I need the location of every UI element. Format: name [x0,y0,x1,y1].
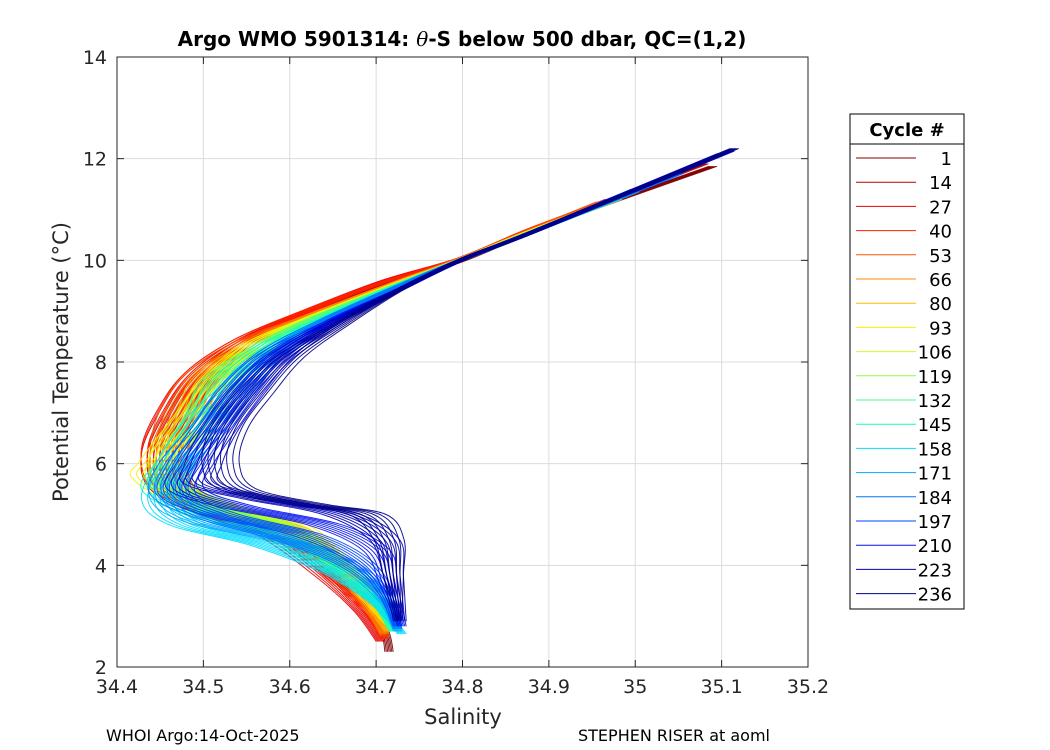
y-tick-label: 6 [95,454,107,476]
legend-entry-label: 158 [918,439,952,460]
profile-line [207,148,732,622]
axis-ticks: 34.4 34.5 34.6 34.7 34.8 34.9 35 35.1 35.2 2 4 6 8 10… [83,47,829,698]
legend-entry: 27 [856,197,952,218]
legend-entry-label: 14 [929,173,952,194]
legend-entry: 158 [856,439,952,460]
legend-entry: 210 [856,536,952,557]
x-tick-label: 34.4 [96,676,138,698]
y-axis-label: Potential Temperature (°C) [49,222,73,502]
legend-entry-label: 40 [929,222,952,243]
title-part-2: -S below 500 dbar, QC=(1,2) [428,27,746,51]
legend-entry-label: 210 [918,536,952,557]
legend-entry-label: 171 [918,464,952,485]
legend-entry-label: 93 [929,318,952,339]
x-tick-label: 35.2 [787,676,829,698]
legend-entry: 197 [856,512,952,533]
legend-entry: 40 [856,222,952,243]
legend-entry: 132 [856,391,952,412]
legend-entry: 14 [856,173,952,194]
footer-right: STEPHEN RISER at aoml [578,726,770,745]
series-cycle-236 [201,148,739,622]
x-tick-label: 34.7 [355,676,397,698]
legend-entry: 184 [856,488,952,509]
y-tick-label: 10 [83,250,107,272]
legend: Cycle # 1 14 27 40 53 66 80 93 106 119 132 145 158 17… [849,113,965,610]
plot-area: 34.4 34.5 34.6 34.7 34.8 34.9 35 35.1 35.2 2 4 6 8 10… [83,47,829,698]
chart-title: Argo WMO 5901314: θ-S below 500 dbar, QC… [178,27,747,51]
profile-line [219,148,735,622]
legend-entry-label: 80 [929,294,952,315]
series-layer [129,148,739,652]
legend-entry-label: 197 [918,512,952,533]
legend-box [849,113,965,610]
title-part-1: Argo WMO 5901314: [178,27,417,51]
x-tick-label: 35.1 [700,676,742,698]
x-tick-label: 34.9 [528,676,570,698]
x-tick-label: 34.6 [269,676,311,698]
legend-entry: 145 [856,415,952,436]
legend-entry-label: 53 [929,246,952,267]
legend-entry-label: 66 [929,270,952,291]
legend-entry: 66 [856,270,952,291]
footer-left: WHOI Argo:14-Oct-2025 [106,726,300,745]
legend-entry: 119 [856,367,952,388]
legend-entry: 106 [856,343,952,364]
profile-line [226,148,737,622]
profile-line [213,148,734,622]
legend-entry: 223 [856,560,952,581]
legend-entry-label: 184 [918,488,952,509]
legend-entry-label: 119 [918,367,952,388]
legend-entries: 1 14 27 40 53 66 80 93 106 119 132 145 158 171 184 197 2… [856,149,952,606]
y-tick-label: 14 [83,47,107,69]
legend-entry-label: 1 [941,149,952,170]
x-tick-label: 34.8 [441,676,483,698]
profile-line [238,148,739,622]
legend-title: Cycle # [869,120,944,141]
x-axis-label: Salinity [424,705,502,729]
x-tick-label: 35 [623,676,647,698]
y-tick-label: 8 [95,352,107,374]
legend-entry-label: 27 [929,197,952,218]
legend-entry: 80 [856,294,952,315]
legend-entry-label: 236 [918,585,952,606]
legend-entry-label: 223 [918,560,952,581]
legend-entry: 53 [856,246,952,267]
y-tick-label: 12 [83,149,107,171]
profile-line [201,148,731,622]
legend-entry-label: 132 [918,391,952,412]
x-tick-label: 34.5 [182,676,224,698]
legend-entry-label: 106 [918,343,952,364]
legend-entry: 1 [856,149,952,170]
y-tick-label: 4 [95,555,107,577]
legend-entry-label: 145 [918,415,952,436]
legend-entry: 93 [856,318,952,339]
legend-entry: 171 [856,464,952,485]
y-tick-label: 2 [95,657,107,679]
legend-entry: 236 [856,585,952,606]
title-theta-symbol: θ [416,27,428,51]
profile-line [232,148,738,622]
